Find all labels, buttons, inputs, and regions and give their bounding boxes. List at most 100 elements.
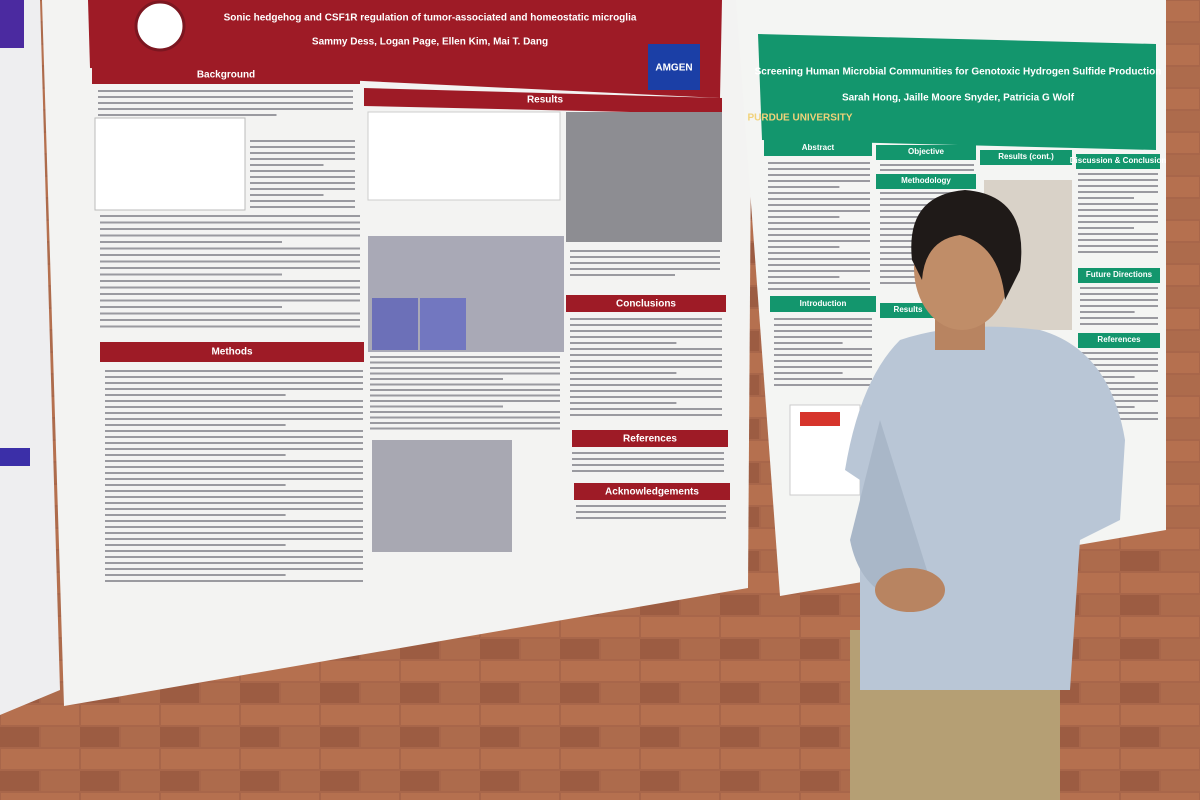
section-header bbox=[876, 174, 976, 189]
section-title: Introduction bbox=[800, 299, 847, 308]
text-line bbox=[1078, 215, 1158, 217]
text-line bbox=[774, 372, 843, 374]
text-line bbox=[880, 164, 974, 166]
text-line bbox=[105, 442, 363, 444]
text-line bbox=[1080, 400, 1158, 402]
text-line bbox=[1080, 412, 1158, 414]
text-line bbox=[570, 414, 722, 416]
section-header bbox=[574, 483, 730, 500]
text-line bbox=[1080, 311, 1135, 313]
text-line bbox=[105, 556, 363, 558]
figure-stain bbox=[420, 298, 466, 350]
section-header bbox=[1078, 268, 1160, 283]
text-line bbox=[570, 390, 722, 392]
text-line bbox=[1078, 251, 1158, 253]
text-line bbox=[1080, 317, 1158, 319]
text-line bbox=[1080, 364, 1158, 366]
text-line bbox=[576, 505, 726, 507]
text-line bbox=[100, 319, 360, 321]
text-line bbox=[100, 267, 360, 269]
text-line bbox=[768, 192, 870, 194]
section-title: Methodology bbox=[901, 176, 951, 185]
text-line bbox=[576, 517, 726, 519]
text-line bbox=[570, 250, 720, 252]
text-line bbox=[570, 408, 722, 410]
text-line bbox=[105, 424, 286, 426]
text-line bbox=[774, 342, 843, 344]
text-line bbox=[1078, 197, 1134, 199]
text-line bbox=[774, 324, 872, 326]
poster-right-header bbox=[758, 34, 1156, 150]
text-line bbox=[250, 140, 355, 142]
text-line bbox=[768, 162, 870, 164]
text-line bbox=[768, 252, 870, 254]
text-line bbox=[774, 360, 872, 362]
text-line bbox=[370, 356, 560, 358]
text-line bbox=[105, 472, 363, 474]
text-line bbox=[105, 454, 286, 456]
section-title: References bbox=[1097, 335, 1141, 344]
text-line bbox=[768, 198, 870, 200]
section-title: Methods bbox=[211, 347, 253, 358]
text-line bbox=[370, 411, 560, 413]
text-line bbox=[100, 293, 360, 295]
text-line bbox=[768, 210, 870, 212]
text-line bbox=[105, 448, 363, 450]
text-line bbox=[100, 286, 360, 289]
text-line bbox=[105, 394, 286, 396]
text-line bbox=[105, 490, 363, 492]
text-line bbox=[105, 406, 363, 408]
text-line bbox=[768, 228, 870, 230]
text-line bbox=[570, 360, 722, 362]
text-line bbox=[98, 108, 353, 110]
text-line bbox=[100, 241, 282, 243]
text-line bbox=[105, 580, 363, 582]
text-line bbox=[768, 234, 870, 236]
text-line bbox=[370, 389, 560, 391]
text-line bbox=[1080, 305, 1158, 307]
section-title: Abstract bbox=[802, 143, 835, 152]
text-line bbox=[570, 318, 722, 320]
text-line bbox=[250, 170, 355, 172]
section-header bbox=[770, 296, 876, 312]
text-line bbox=[250, 146, 355, 148]
text-line bbox=[1080, 358, 1158, 360]
text-line bbox=[774, 318, 872, 320]
text-line bbox=[370, 400, 560, 402]
text-line bbox=[1078, 227, 1134, 229]
text-line bbox=[100, 228, 360, 230]
text-line bbox=[768, 240, 870, 242]
text-line bbox=[105, 568, 363, 570]
sponsor-logo bbox=[648, 44, 700, 90]
text-line bbox=[250, 194, 324, 196]
text-line bbox=[100, 260, 360, 263]
hands bbox=[875, 568, 945, 612]
text-line bbox=[100, 312, 360, 315]
text-line bbox=[880, 169, 974, 171]
figure-micrographs bbox=[372, 440, 512, 552]
text-line bbox=[105, 550, 363, 552]
poster-right-title: Screening Human Microbial Communities fo… bbox=[755, 67, 1162, 78]
text-line bbox=[768, 246, 840, 248]
poster-left-title: Sonic hedgehog and CSF1R regulation of t… bbox=[224, 13, 637, 24]
section-title: Results bbox=[527, 95, 564, 106]
text-line bbox=[100, 325, 360, 328]
partial-poster-block bbox=[0, 0, 24, 48]
text-line bbox=[100, 221, 360, 224]
partial-poster-block bbox=[0, 448, 30, 466]
text-line bbox=[576, 511, 726, 513]
figure-diagram bbox=[94, 117, 246, 211]
text-line bbox=[768, 186, 840, 188]
text-line bbox=[572, 470, 724, 472]
hair bbox=[911, 190, 1022, 300]
text-line bbox=[1080, 323, 1158, 325]
text-line bbox=[105, 436, 363, 438]
text-line bbox=[570, 336, 722, 338]
text-line bbox=[370, 394, 560, 397]
text-line bbox=[1078, 203, 1158, 205]
text-line bbox=[570, 396, 722, 398]
arm bbox=[850, 420, 930, 600]
figure-bar-charts bbox=[367, 111, 561, 201]
text-line bbox=[98, 114, 277, 116]
text-line bbox=[370, 405, 503, 408]
